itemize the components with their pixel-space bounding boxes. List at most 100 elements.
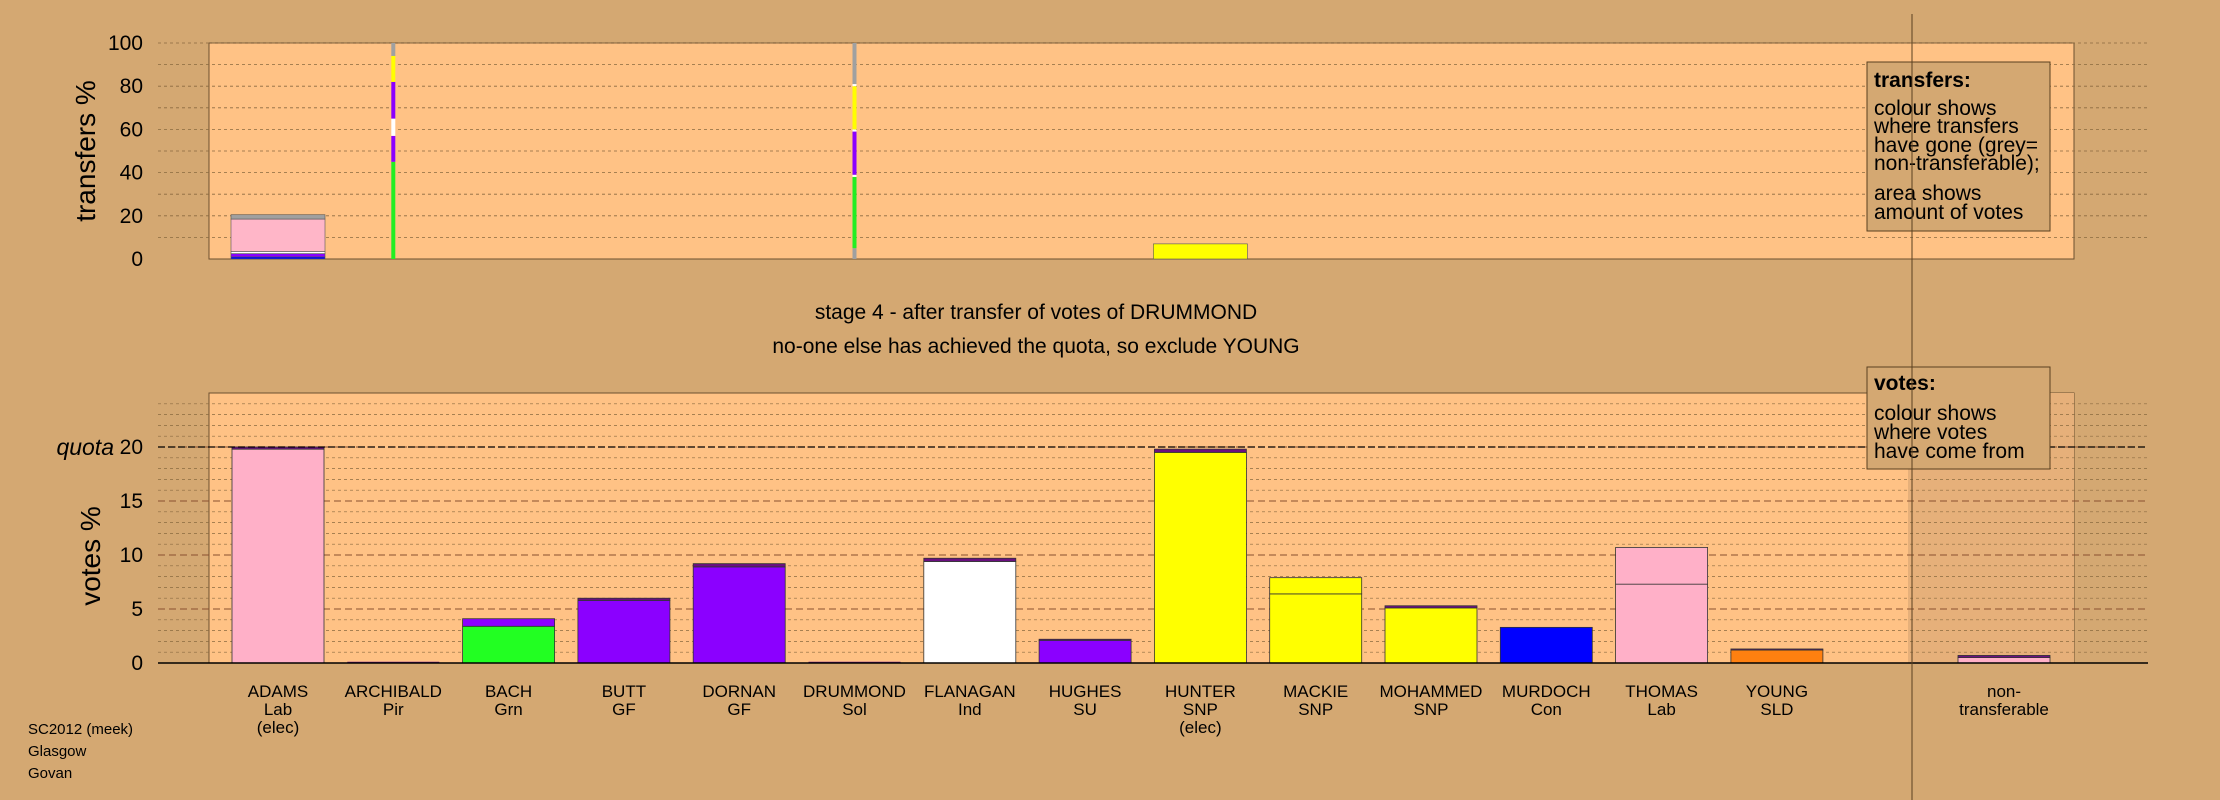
candidate-name: BACH: [485, 682, 532, 701]
y-tick-label: 0: [131, 652, 143, 675]
vote-segment: [1499, 626, 1593, 664]
candidate-party: GF: [727, 700, 751, 719]
votes-legend-line: colour shows: [1874, 402, 1997, 425]
transfer-segment: [852, 129, 857, 132]
candidate-name: DRUMMOND: [803, 682, 906, 701]
candidate-name: HUNTER: [1165, 682, 1236, 701]
candidate-name: DORNAN: [702, 682, 776, 701]
vote-segment: [692, 566, 786, 664]
y-tick-label: 60: [120, 118, 143, 141]
transfer-segment: [852, 86, 857, 130]
y-tick-label: 40: [120, 162, 143, 185]
transfer-segment: [391, 135, 396, 162]
candidate-party: SNP: [1414, 700, 1449, 719]
candidate-party: SNP: [1183, 700, 1218, 719]
stage-description: stage 4 - after transfer of votes of DRU…: [815, 301, 1257, 324]
transfer-segment: [391, 43, 396, 56]
transfer-segment: [391, 118, 396, 136]
vote-segment: [577, 597, 671, 601]
candidate-party: SU: [1073, 700, 1097, 719]
vote-segment: [462, 618, 556, 627]
transfers-y-ticks: 0 20 40 60 80 100: [108, 32, 143, 271]
y-tick-label: 20: [120, 205, 143, 228]
transfer-segment: [852, 248, 857, 259]
transfer-segment: [852, 84, 857, 87]
y-tick-label: 5: [131, 598, 143, 621]
transfer-segment: [230, 253, 326, 258]
candidate-party: Con: [1531, 700, 1562, 719]
transfer-segment: [852, 174, 857, 177]
transfer-segment: [230, 256, 326, 260]
transfers-legend-line: colour shows: [1874, 97, 1997, 120]
vote-segment: [1615, 547, 1708, 585]
transfer-segment: [391, 161, 396, 259]
candidate-name: BUTT: [602, 682, 646, 701]
candidate-party: Grn: [494, 700, 522, 719]
vote-segment: [231, 448, 325, 664]
votes-legend-heading: votes:: [1874, 372, 1936, 395]
y-tick-label: 80: [120, 75, 143, 98]
candidate-name: MURDOCH: [1502, 682, 1591, 701]
candidate-status: (elec): [1179, 718, 1222, 737]
candidate-party: Pir: [383, 700, 404, 719]
votes-legend-line: where votes: [1873, 421, 1987, 444]
transfers-legend-line: have gone (grey=: [1874, 134, 2038, 157]
vote-segment: [462, 625, 556, 664]
candidate-name: YOUNG: [1746, 682, 1808, 701]
transfers-legend-line: non-transferable);: [1874, 152, 2040, 175]
stage-decision: no-one else has achieved the quota, so e…: [772, 335, 1299, 358]
transfer-segment: [230, 251, 326, 254]
vote-segment: [1615, 583, 1708, 664]
y-tick-label: 15: [120, 490, 143, 513]
candidate-labels: ADAMSLab(elec)ARCHIBALDPirBACHGrnBUTTGFD…: [248, 682, 1808, 737]
candidate-name: MACKIE: [1283, 682, 1348, 701]
vote-segment: [1038, 639, 1132, 664]
votes-legend-box: [1866, 366, 2051, 470]
nontransferable-label-line1: non-: [1987, 682, 2021, 701]
transfer-segment: [230, 218, 326, 252]
footer-election: SC2012 (meek): [28, 721, 133, 738]
nontransferable-label-line2: transferable: [1959, 700, 2049, 719]
transfers-legend-line: amount of votes: [1874, 201, 2023, 224]
vote-segment: [923, 557, 1017, 562]
candidate-name: MOHAMMED: [1380, 682, 1483, 701]
transfer-segment: [852, 131, 857, 175]
candidate-status: (elec): [257, 718, 300, 737]
vote-segment: [692, 563, 786, 568]
vote-segment: [1730, 649, 1824, 664]
vote-segment: [1038, 638, 1132, 641]
transfer-segment: [852, 43, 857, 85]
candidate-name: HUGHES: [1049, 682, 1122, 701]
vote-segment: [1384, 607, 1478, 664]
vote-segment: [1154, 451, 1247, 664]
candidate-party: GF: [612, 700, 636, 719]
vote-segment: [1957, 655, 2051, 659]
candidate-party: Ind: [958, 700, 982, 719]
votes-legend: votes: colour shows where votes have com…: [1866, 366, 2051, 470]
transfer-segment: [391, 81, 396, 119]
vote-segment: [923, 561, 1017, 664]
votes-bars: [231, 446, 2051, 664]
transfers-legend-heading: transfers:: [1874, 69, 1971, 92]
footer-council: Glasgow: [28, 743, 87, 760]
footer-ward: Govan: [28, 765, 72, 782]
y-tick-label: 10: [120, 544, 143, 567]
votes-y-axis-title: votes %: [75, 506, 106, 606]
votes-plot-area: [208, 392, 2075, 664]
candidate-party: Lab: [1647, 700, 1675, 719]
vote-segment: [1384, 605, 1478, 609]
transfers-y-axis-title: transfers %: [70, 80, 101, 222]
transfers-gridlines: [158, 42, 2148, 238]
quota-label: quota: [56, 434, 114, 460]
candidate-name: ARCHIBALD: [345, 682, 442, 701]
candidate-name: THOMAS: [1625, 682, 1698, 701]
candidate-party: Sol: [842, 700, 867, 719]
vote-segment: [1730, 648, 1824, 651]
candidate-party: SNP: [1298, 700, 1333, 719]
candidate-party: Lab: [264, 700, 292, 719]
candidate-party: SLD: [1760, 700, 1793, 719]
transfers-legend-line: where transfers: [1873, 115, 2019, 138]
vote-segment: [577, 599, 671, 664]
